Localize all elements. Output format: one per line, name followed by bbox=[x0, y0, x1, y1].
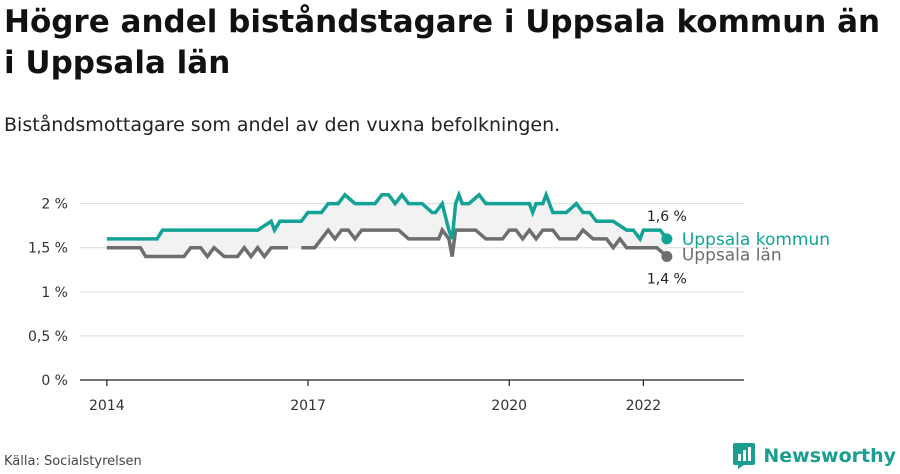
y-tick-label: 1 % bbox=[41, 285, 68, 301]
end-value-label-lan: 1,4 % bbox=[647, 272, 687, 288]
y-tick-label: 0,5 % bbox=[28, 329, 68, 345]
series-name-label-kommun: Uppsala kommun bbox=[682, 230, 830, 250]
x-tick-label: 2022 bbox=[626, 398, 662, 414]
end-point-kommun bbox=[661, 233, 673, 245]
series-line-kommun bbox=[106, 189, 669, 243]
chart-title: Högre andel biståndstagare i Uppsala kom… bbox=[4, 4, 881, 81]
series-name-label-lan: Uppsala län bbox=[682, 246, 782, 266]
x-tick-label: 2020 bbox=[491, 398, 527, 414]
y-tick-label: 2 % bbox=[41, 197, 68, 213]
series-line-lan bbox=[106, 226, 669, 260]
end-value-label-kommun: 1,6 % bbox=[647, 209, 687, 225]
band-between-series bbox=[106, 194, 667, 257]
chart-subtitle: Biståndsmottagare som andel av den vuxna… bbox=[4, 114, 561, 136]
y-tick-label: 1,5 % bbox=[28, 241, 68, 257]
end-point-lan bbox=[661, 251, 673, 263]
brand-logo: Newsworthy bbox=[732, 442, 896, 470]
brand-name: Newsworthy bbox=[763, 445, 896, 467]
x-tick-label: 2014 bbox=[89, 398, 125, 414]
x-tick-label: 2017 bbox=[290, 398, 326, 414]
y-tick-label: 0 % bbox=[41, 373, 68, 389]
newsworthy-logo-icon bbox=[733, 443, 756, 469]
source-note: Källa: Socialstyrelsen bbox=[4, 454, 142, 469]
